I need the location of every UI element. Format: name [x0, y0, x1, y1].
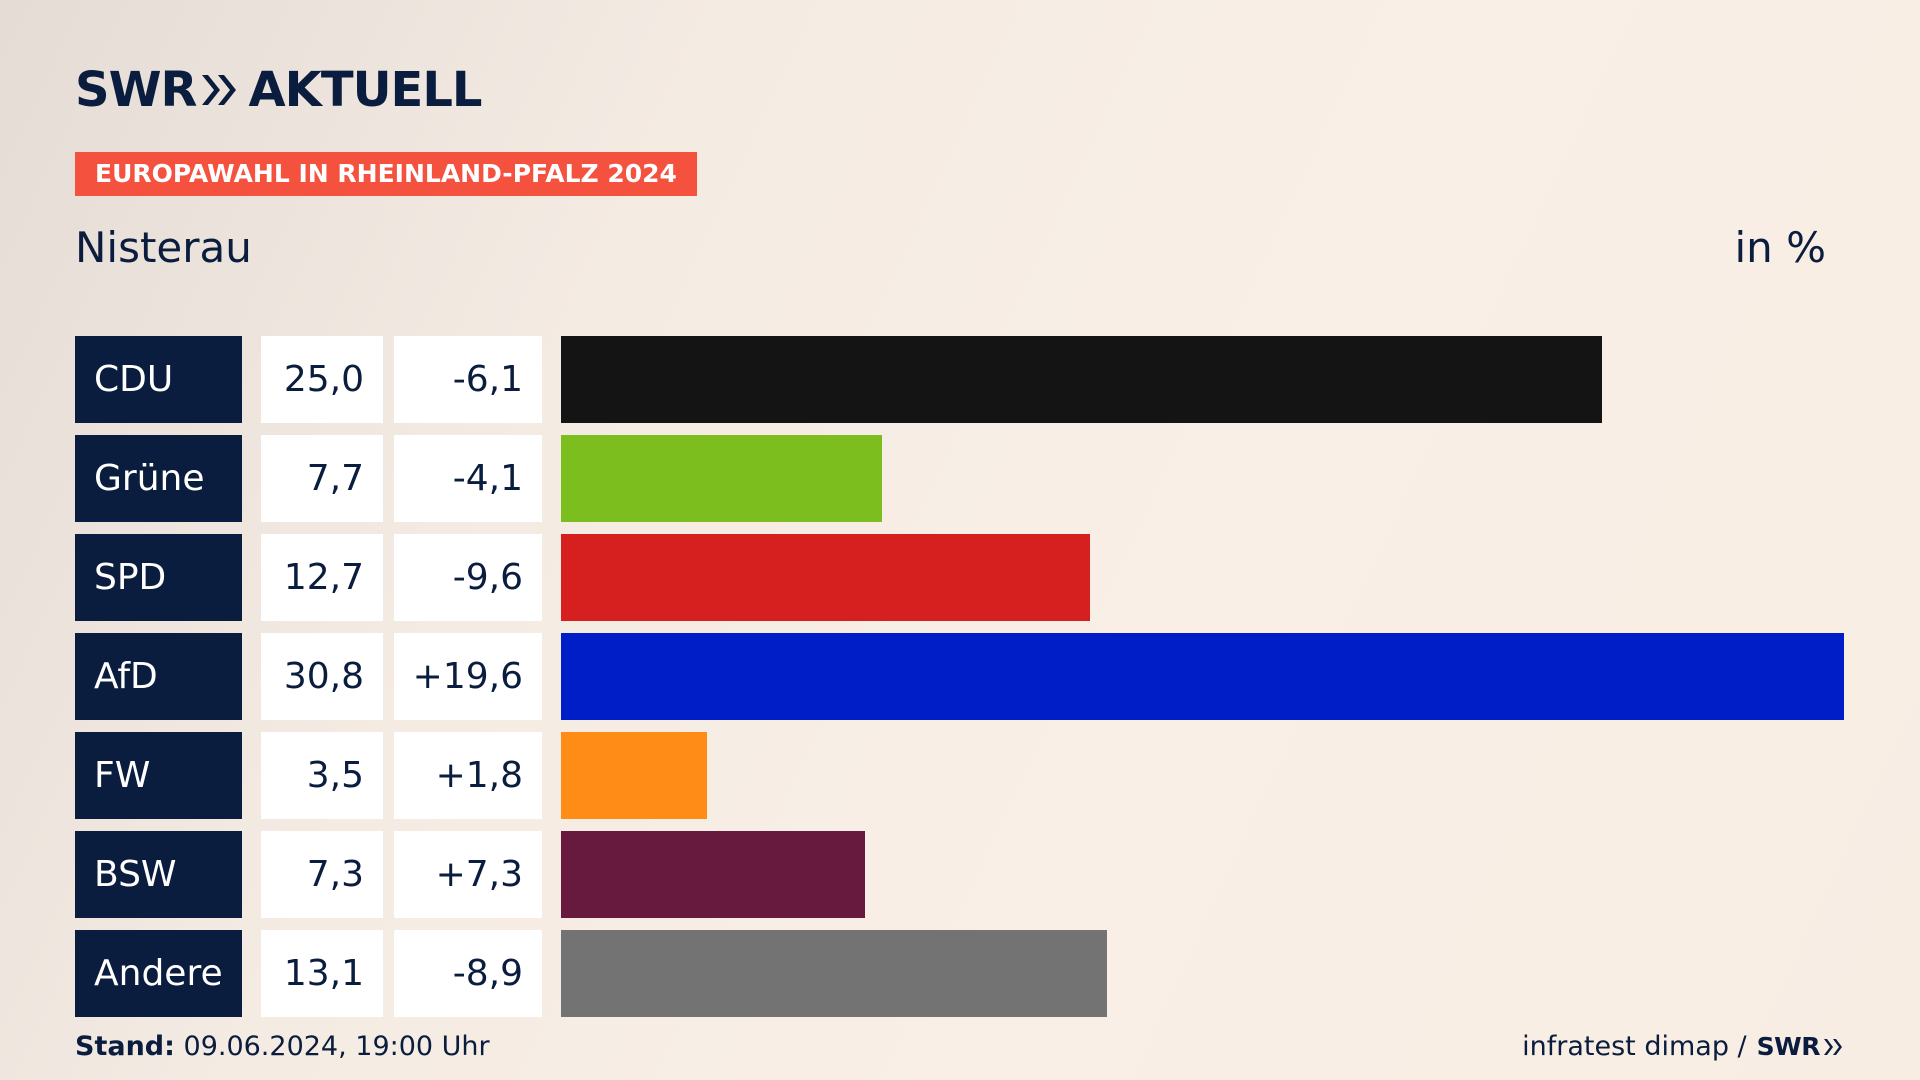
vote-share-value: 13,1 [261, 930, 383, 1017]
vote-share-value: 7,3 [261, 831, 383, 918]
vote-share-value: 30,8 [261, 633, 383, 720]
result-bar [561, 435, 882, 522]
party-label: CDU [75, 336, 242, 423]
party-label: FW [75, 732, 242, 819]
timestamp: Stand: 09.06.2024, 19:00 Uhr [75, 1030, 490, 1064]
result-bar [561, 732, 707, 819]
result-bar [561, 831, 865, 918]
swr-aktuell-logo: SWR AKTUELL [75, 62, 483, 118]
party-label: SPD [75, 534, 242, 621]
party-label: AfD [75, 633, 242, 720]
change-value: -4,1 [394, 435, 542, 522]
change-value: -8,9 [394, 930, 542, 1017]
change-value: -6,1 [394, 336, 542, 423]
source-text: infratest dimap / [1522, 1031, 1747, 1062]
result-row: FW 3,5 +1,8 [75, 732, 1846, 819]
change-value: +1,8 [394, 732, 542, 819]
stand-label: Stand: [75, 1031, 175, 1062]
result-bar [561, 930, 1107, 1017]
result-row: Andere 13,1 -8,9 [75, 930, 1846, 1017]
region-title: Nisterau [75, 223, 252, 272]
mini-logo-text: SWR [1756, 1032, 1821, 1061]
source-credit: infratest dimap / SWR [1522, 1030, 1845, 1064]
result-row: CDU 25,0 -6,1 [75, 336, 1846, 423]
party-label: BSW [75, 831, 242, 918]
logo-aktuell-text: AKTUELL [248, 62, 482, 118]
swr-mini-logo: SWR [1757, 1030, 1845, 1064]
stand-value: 09.06.2024, 19:00 Uhr [183, 1031, 490, 1062]
result-row: Grüne 7,7 -4,1 [75, 435, 1846, 522]
result-bar [561, 534, 1090, 621]
result-bar [561, 633, 1844, 720]
result-bar [561, 336, 1602, 423]
double-chevron-icon [200, 72, 240, 108]
change-value: +19,6 [394, 633, 542, 720]
vote-share-value: 12,7 [261, 534, 383, 621]
change-value: +7,3 [394, 831, 542, 918]
vote-share-value: 3,5 [261, 732, 383, 819]
result-row: AfD 30,8 +19,6 [75, 633, 1846, 720]
unit-label: in % [1734, 223, 1826, 272]
vote-share-value: 25,0 [261, 336, 383, 423]
mini-chevron-icon [1824, 1039, 1842, 1055]
result-row: SPD 12,7 -9,6 [75, 534, 1846, 621]
vote-share-value: 7,7 [261, 435, 383, 522]
election-badge: EUROPAWAHL IN RHEINLAND-PFALZ 2024 [75, 152, 697, 196]
logo-swr-text: SWR [75, 62, 197, 118]
result-row: BSW 7,3 +7,3 [75, 831, 1846, 918]
party-label: Andere [75, 930, 242, 1017]
party-label: Grüne [75, 435, 242, 522]
change-value: -9,6 [394, 534, 542, 621]
